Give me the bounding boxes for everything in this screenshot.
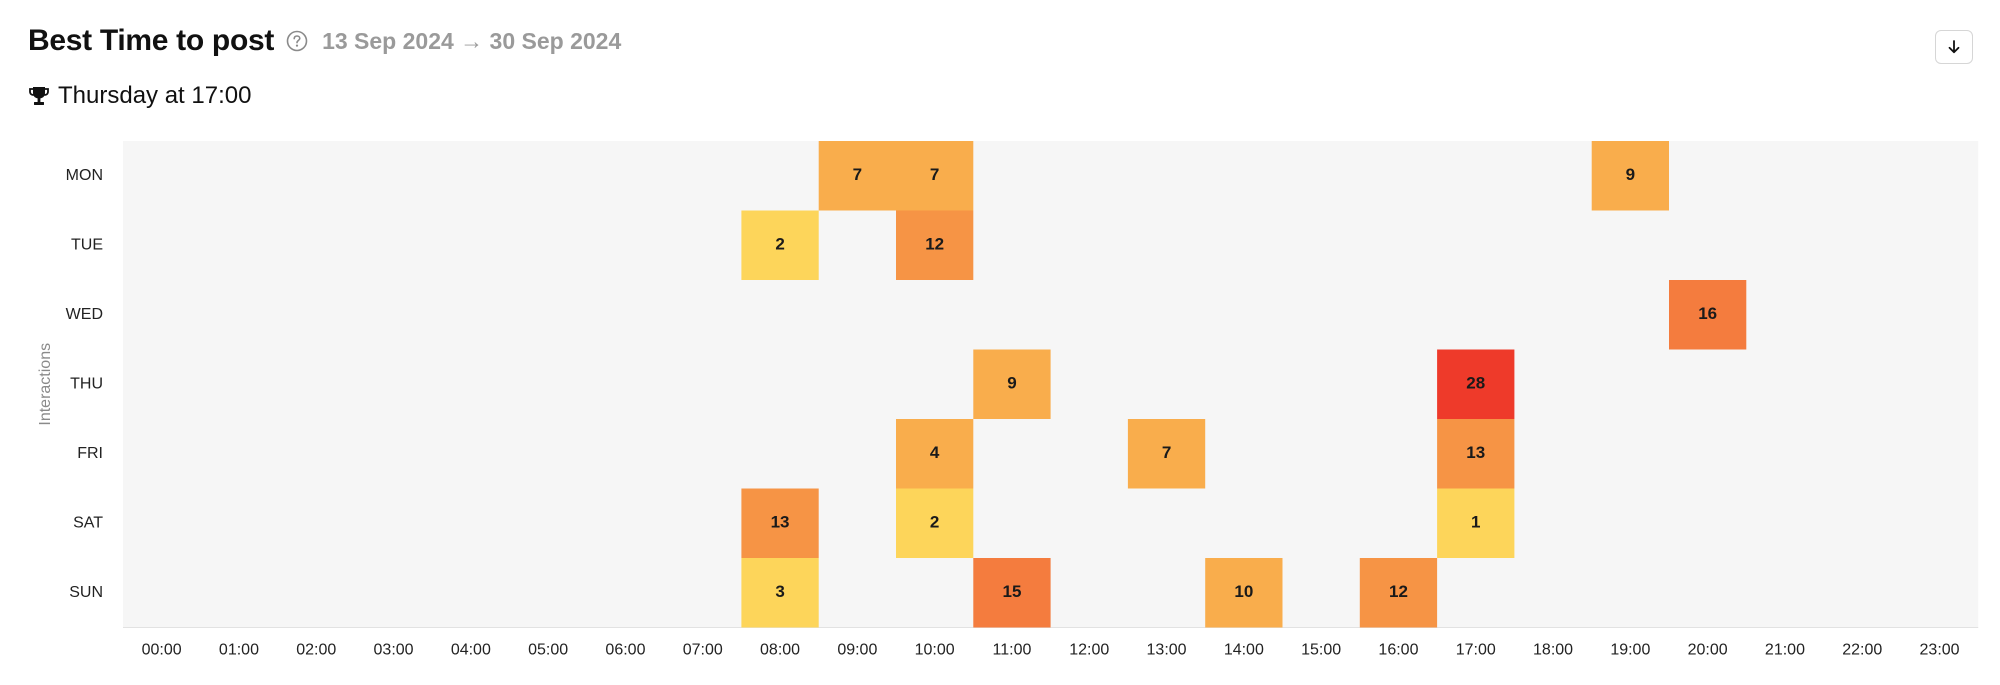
cell-value-label: 9 [1626,165,1635,184]
x-tick-label: 02:00 [296,642,336,659]
x-tick-label: 05:00 [528,642,568,659]
x-tick-label: 07:00 [683,642,723,659]
chart-header: Best Time to post 13 Sep 2024 → 30 Sep 2… [28,24,621,58]
cell-value-label: 7 [853,165,862,184]
y-tick-label: WED [66,306,103,323]
heatmap-cell [973,349,1051,419]
cell-value-label: 12 [925,235,944,254]
cell-value-label: 9 [1007,374,1016,393]
x-tick-label: 06:00 [605,642,645,659]
cell-value-label: 13 [771,513,790,532]
x-tick-label: 11:00 [993,642,1032,659]
question-circle-icon[interactable] [286,30,308,52]
heatmap-cell [1437,349,1515,419]
x-tick-label: 13:00 [1147,642,1187,659]
best-time-label: Thursday at 17:00 [58,82,252,109]
x-tick-label: 04:00 [451,642,491,659]
heatmap-cell [1205,558,1283,628]
heatmap-cell [896,488,974,558]
cell-value-label: 7 [930,165,939,184]
heatmap-cell [896,419,974,489]
x-tick-label: 00:00 [142,642,182,659]
cell-value-label: 12 [1389,582,1408,601]
cell-value-label: 1 [1471,513,1480,532]
download-button[interactable] [1935,30,1973,64]
y-axis-label: Interactions [37,343,54,426]
x-tick-label: 15:00 [1301,642,1341,659]
heatmap-cell [1591,141,1669,211]
cell-value-label: 15 [1002,582,1021,601]
x-tick-label: 16:00 [1378,642,1418,659]
y-tick-label: FRI [77,445,103,462]
cell-value-label: 4 [930,443,940,462]
heatmap-cell [896,210,974,280]
x-tick-label: 17:00 [1456,642,1496,659]
x-tick-label: 21:00 [1765,642,1805,659]
best-time: Thursday at 17:00 [28,82,251,110]
heatmap-cell [741,488,819,558]
trophy-icon [28,85,50,107]
cell-value-label: 28 [1466,374,1485,393]
y-tick-label: THU [70,375,103,392]
page-title: Best Time to post [28,24,275,57]
cell-value-label: 10 [1234,582,1253,601]
heatmap-cell [896,141,974,211]
cell-value-label: 2 [775,235,784,254]
y-tick-label: SUN [69,584,103,601]
cell-value-label: 2 [930,513,939,532]
x-tick-label: 22:00 [1842,642,1882,659]
arrow-down-icon [1947,39,1961,55]
x-tick-label: 03:00 [374,642,414,659]
cell-value-label: 7 [1162,443,1171,462]
y-tick-label: MON [66,167,103,184]
heatmap-cell [1437,488,1515,558]
heatmap-cell [1669,280,1747,350]
heatmap-cell [1127,419,1206,489]
x-tick-label: 14:00 [1224,642,1264,659]
heatmap-cell [1359,558,1438,628]
heatmap-cell [1437,419,1515,489]
y-tick-label: SAT [73,514,103,531]
cell-value-label: 13 [1466,443,1485,462]
x-tick-label: 12:00 [1069,642,1109,659]
cell-value-label: 3 [775,582,784,601]
heatmap-cell [818,141,896,211]
heatmap-cell [741,210,819,280]
x-tick-label: 23:00 [1920,642,1960,659]
x-tick-label: 09:00 [837,642,877,659]
date-range: 13 Sep 2024 → 30 Sep 2024 [322,27,622,54]
heatmap-cell [973,558,1051,628]
x-tick-label: 19:00 [1610,642,1650,659]
x-tick-label: 18:00 [1533,642,1573,659]
cell-value-label: 16 [1698,304,1717,323]
x-tick-label: 01:00 [219,642,259,659]
x-tick-label: 20:00 [1688,642,1728,659]
x-tick-label: 08:00 [760,642,800,659]
x-tick-label: 10:00 [915,642,955,659]
y-tick-label: TUE [71,236,103,253]
heatmap-cell [741,558,819,628]
